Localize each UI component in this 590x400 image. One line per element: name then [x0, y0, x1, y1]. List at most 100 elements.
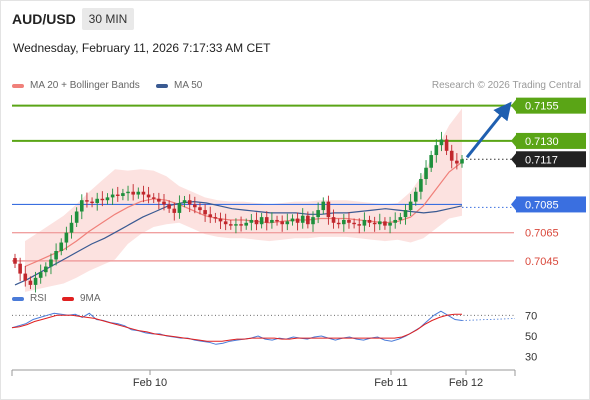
candle-body — [444, 139, 449, 151]
candle-body — [100, 198, 105, 201]
candle-body — [362, 219, 367, 226]
candle-body — [336, 222, 341, 225]
candle-body — [295, 218, 300, 223]
x-tick-label: Feb 12 — [449, 377, 483, 389]
candle-body — [270, 219, 274, 223]
candle-body — [254, 219, 259, 225]
candle-body — [403, 210, 408, 218]
candle-body — [460, 159, 464, 164]
resistance-label-box — [516, 97, 586, 114]
timestamp: Wednesday, February 11, 2026 7:17:33 AM … — [13, 41, 271, 55]
candle-body — [64, 232, 69, 243]
rsi-tick-label: 70 — [525, 310, 537, 322]
legend-9ma: 9MA — [62, 293, 101, 304]
candle-body — [342, 219, 346, 225]
candle-body — [357, 224, 362, 226]
legend-rsi-label: RSI — [30, 293, 47, 304]
candle-body — [239, 224, 243, 226]
candle-body — [59, 242, 64, 252]
candle-body — [157, 198, 161, 202]
pivot-label: 0.7085 — [525, 199, 559, 211]
candle-body — [383, 221, 387, 226]
candle-body — [28, 280, 33, 285]
candle-body — [131, 191, 135, 195]
candle-body — [455, 160, 459, 164]
candle-body — [275, 219, 279, 222]
rsi-tick-label: 30 — [525, 352, 537, 364]
current-label: 0.7117 — [525, 154, 558, 166]
candle-body — [244, 222, 249, 226]
candle-body — [198, 207, 202, 211]
candle-body — [321, 201, 326, 211]
legend-ma20-swatch — [12, 83, 24, 88]
resistance-label-box — [516, 132, 586, 149]
candle-body — [95, 198, 100, 204]
rsi-line — [11, 310, 463, 345]
candle-body — [388, 222, 392, 226]
candle-body — [408, 201, 413, 211]
candle-body — [182, 200, 187, 204]
candle-body — [115, 194, 120, 196]
current-label-box — [516, 151, 586, 168]
resistance-label: 0.7155 — [525, 101, 559, 113]
candle-body — [38, 272, 43, 278]
x-tick-label: Feb 11 — [374, 377, 407, 389]
legend-9ma-swatch — [62, 296, 74, 301]
candle-body — [280, 221, 284, 225]
candle-body — [398, 217, 403, 220]
candle-body — [136, 191, 141, 195]
candle-body — [79, 200, 84, 212]
candle-body — [187, 200, 192, 205]
candle-body — [18, 263, 22, 274]
rsi-projection — [461, 318, 516, 321]
symbol-title: AUD/USD — [12, 11, 76, 27]
timeframe-badge[interactable]: 30 MIN — [82, 8, 134, 30]
candle-body — [352, 222, 356, 225]
candle-body — [300, 215, 305, 223]
candle-body — [377, 221, 382, 225]
candle-body — [316, 210, 320, 218]
support-label: 0.7065 — [525, 228, 559, 240]
candle-body — [110, 194, 115, 198]
candle-body — [413, 191, 418, 202]
candle-body — [141, 191, 146, 195]
candle-body — [151, 197, 156, 199]
candle-body — [85, 200, 89, 202]
candle-body — [331, 217, 336, 223]
candle-body — [54, 251, 58, 260]
candle-body — [449, 150, 454, 161]
resistance-label-tip — [511, 99, 516, 112]
candle-body — [249, 219, 254, 223]
candle-body — [90, 201, 94, 204]
candle-body — [429, 155, 433, 168]
candle-body — [167, 204, 171, 209]
candle-body — [105, 197, 110, 201]
forecast-arrow — [465, 101, 512, 159]
legend-ma50-label: MA 50 — [174, 80, 203, 91]
credit-text: Research © 2026 Trading Central — [431, 80, 581, 91]
candle-body — [193, 204, 197, 208]
candle-body — [326, 201, 331, 218]
candle-body — [264, 217, 269, 223]
candle-body — [223, 221, 228, 225]
candle-body — [419, 179, 423, 192]
candle-body — [146, 194, 151, 198]
candle-body — [13, 258, 17, 264]
legend-rsi: RSI — [12, 293, 47, 304]
candle-body — [49, 259, 53, 267]
support-label: 0.7045 — [525, 256, 559, 268]
legend-rsi-swatch — [12, 296, 24, 301]
bollinger-band — [25, 108, 462, 292]
candle-body — [311, 217, 315, 225]
candle-body — [372, 222, 377, 225]
candle-body — [285, 221, 290, 225]
legend-ma20: MA 20 + Bollinger Bands — [12, 80, 140, 91]
candle-body — [33, 277, 38, 285]
candle-body — [203, 210, 207, 215]
ma20-line — [24, 161, 463, 268]
candle-body — [172, 208, 177, 213]
candle-body — [177, 203, 182, 213]
resistance-label-tip — [511, 134, 516, 147]
ma50-line — [14, 200, 463, 286]
